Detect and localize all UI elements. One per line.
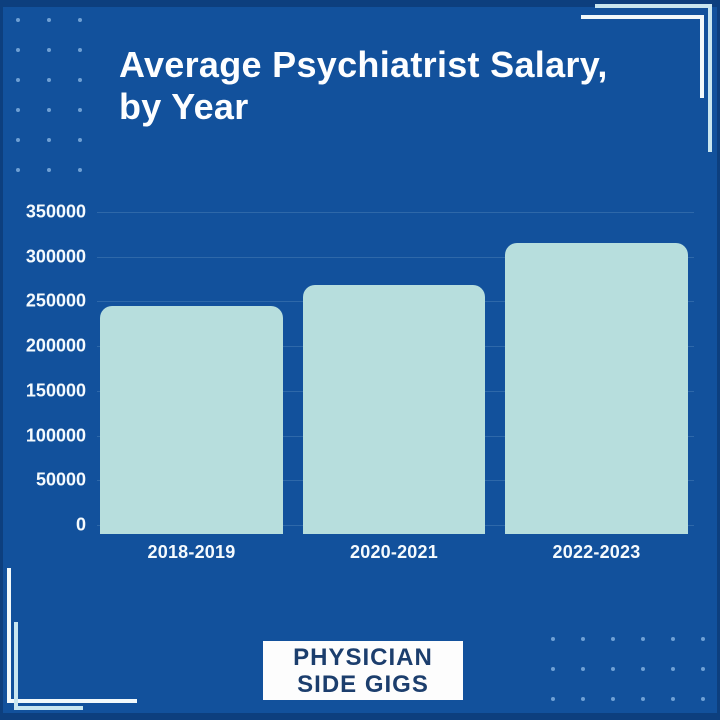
y-tick-label: 0 xyxy=(75,514,86,535)
bar-2020-2021 xyxy=(303,285,485,534)
dot-icon xyxy=(16,108,20,112)
logo-badge: PHYSICIAN SIDE GIGS xyxy=(263,641,463,700)
y-tick-label: 350000 xyxy=(25,201,86,222)
canvas-edge-top xyxy=(0,0,720,7)
dot-icon xyxy=(611,697,615,701)
dot-icon xyxy=(78,18,82,22)
dot-icon xyxy=(671,667,675,671)
canvas-edge-bottom xyxy=(0,713,720,720)
canvas-edge-right xyxy=(717,0,720,720)
corner-bracket-top-right-icon xyxy=(581,4,712,152)
dot-icon xyxy=(78,168,82,172)
dot-icon xyxy=(551,637,555,641)
dot-icon xyxy=(47,138,51,142)
dot-icon xyxy=(16,18,20,22)
dot-icon xyxy=(671,697,675,701)
dot-icon xyxy=(78,48,82,52)
logo-line-2: SIDE GIGS xyxy=(297,670,429,698)
y-tick-label: 100000 xyxy=(25,425,86,446)
dot-icon xyxy=(581,637,585,641)
dot-icon xyxy=(671,637,675,641)
y-tick-label: 300000 xyxy=(25,246,86,267)
dot-icon xyxy=(16,48,20,52)
dot-icon xyxy=(551,697,555,701)
gridline xyxy=(97,212,694,213)
dot-icon xyxy=(47,168,51,172)
dot-icon xyxy=(16,138,20,142)
y-tick-label: 250000 xyxy=(25,290,86,311)
y-tick-label: 200000 xyxy=(25,335,86,356)
dot-icon xyxy=(641,697,645,701)
dot-icon xyxy=(611,667,615,671)
dot-icon xyxy=(47,18,51,22)
dot-icon xyxy=(16,78,20,82)
x-tick-label: 2020-2021 xyxy=(350,542,438,562)
dot-icon xyxy=(611,637,615,641)
dot-icon xyxy=(581,667,585,671)
gridline xyxy=(97,256,694,258)
dot-icon xyxy=(78,108,82,112)
chart-title-line-1: Average Psychiatrist Salary, xyxy=(119,44,608,85)
logo-line-1: PHYSICIAN xyxy=(293,643,433,671)
bar-2022-2023 xyxy=(505,243,688,534)
dot-icon xyxy=(701,697,705,701)
dot-icon xyxy=(551,667,555,671)
y-tick-label: 50000 xyxy=(35,469,86,490)
dot-icon xyxy=(16,168,20,172)
corner-bracket-bottom-left-icon xyxy=(7,568,137,710)
dot-icon xyxy=(47,108,51,112)
canvas-edge-left xyxy=(0,0,3,720)
y-tick-label: 150000 xyxy=(25,380,86,401)
bar-2018-2019 xyxy=(100,305,283,534)
dot-icon xyxy=(47,48,51,52)
dot-icon xyxy=(701,637,705,641)
dot-icon xyxy=(701,667,705,671)
chart-title-line-2: by Year xyxy=(119,86,249,127)
dot-icon xyxy=(47,78,51,82)
chart-title: Average Psychiatrist Salary, by Year xyxy=(119,44,689,128)
dot-icon xyxy=(78,78,82,82)
dot-icon xyxy=(641,667,645,671)
dot-icon xyxy=(581,697,585,701)
x-tick-label: 2022-2023 xyxy=(552,542,641,562)
x-tick-label: 2018-2019 xyxy=(147,542,236,562)
dot-icon xyxy=(78,138,82,142)
dot-icon xyxy=(641,637,645,641)
